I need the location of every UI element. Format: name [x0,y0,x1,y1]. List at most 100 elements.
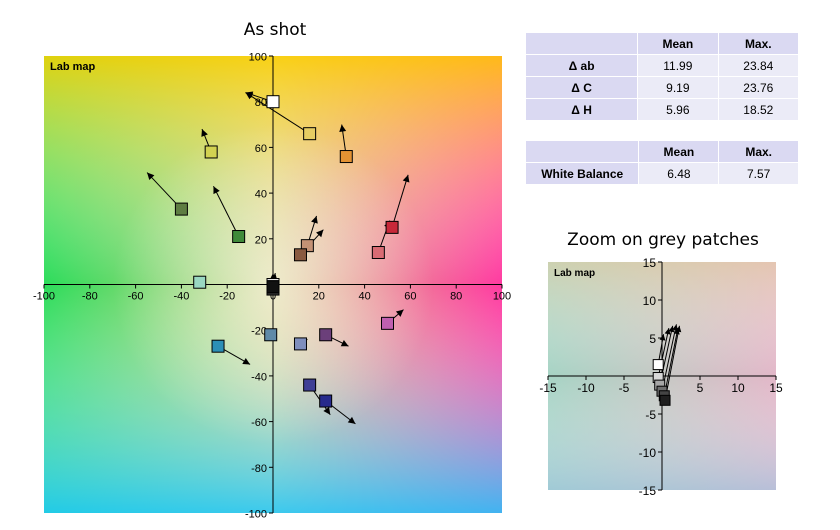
patch-group [652,359,671,406]
patch-square [319,394,333,408]
y-tick-label: -80 [251,463,267,475]
patch-square [652,359,664,371]
patch-arrowhead [659,334,666,341]
patch-arrowhead [402,174,410,183]
patch-square [339,150,353,164]
patch-square [266,280,280,294]
patch-arrowhead [213,186,220,195]
y-tick-label: 100 [249,52,267,64]
x-tick-label: 0 [270,291,276,303]
header-cell-mean: Mean [638,140,720,163]
header-cell-mean: Mean [637,32,719,55]
row-label-white-balance: White Balance [524,162,640,185]
patch-arrowhead [323,406,331,415]
patch-arrowhead [668,325,675,333]
patch-square [266,95,280,109]
patch-arrowhead [340,339,349,347]
y-tick-label: -100 [245,509,267,521]
x-tick-label: 20 [313,291,325,303]
table-header-row: Mean Max. [524,32,800,55]
y-tick-label: 20 [255,234,267,246]
x-tick-label: 10 [731,381,745,395]
header-cell-max: Max. [717,32,800,55]
patch-square [319,328,333,342]
x-tick-label: -5 [619,381,630,395]
patch-arrowhead [201,129,208,137]
x-tick-label: 60 [404,291,416,303]
x-tick-label: 5 [697,381,704,395]
x-tick-label: 100 [493,291,511,303]
table-row: Δ ab 11.99 23.84 [524,54,800,77]
x-tick-label: -10 [577,381,595,395]
patch-arrowhead [147,172,155,181]
x-tick-label: 15 [769,381,783,395]
plot-label: Lab map [554,268,595,279]
y-tick-label: -10 [639,446,657,460]
y-tick-label: 10 [643,294,657,308]
header-cell-empty [524,140,640,163]
patch-arrowhead [395,309,404,317]
white-balance-table: Mean Max. White Balance 6.48 7.57 [524,140,799,185]
patch-square [381,316,394,330]
cell-white-balance-max: 7.57 [718,162,799,185]
cell-delta-h-max: 18.52 [717,98,800,121]
patch-arrowhead [311,215,318,224]
cell-delta-ab-max: 23.84 [717,54,800,77]
y-tick-label: -60 [251,417,267,429]
y-tick-label: -40 [251,371,267,383]
y-tick-label: -15 [639,484,657,498]
delta-stats-table: Mean Max. Δ ab 11.99 23.84 Δ C 9.19 23.7… [524,32,800,121]
patch-arrowhead [347,416,356,424]
table-header-row: Mean Max. [524,140,799,163]
patch-square [211,339,225,353]
y-tick-label: 40 [255,189,267,201]
cell-delta-ab-mean: 11.99 [637,54,719,77]
patch-arrowhead [316,229,324,238]
plot-label: Lab map [50,61,96,73]
table-row: Δ H 5.96 18.52 [524,98,800,121]
patch-arrow [663,328,679,396]
patch-square [193,275,207,289]
table-row: Δ C 9.19 23.76 [524,76,800,99]
cell-delta-c-max: 23.76 [717,76,800,99]
chart-main: Lab map -100 -80 -60 -40 -20 0 20 40 60 80 100 -100 -… [33,52,511,521]
x-tick-label: 80 [450,291,462,303]
x-tick-label: -15 [539,381,557,395]
patch-square [232,230,246,244]
main-chart-title: As shot [243,20,307,40]
x-tick-label: -60 [128,291,144,303]
patch-arrowhead [245,92,254,100]
cell-white-balance-mean: 6.48 [638,162,720,185]
patch-arrowhead [242,357,251,365]
patch-arrow [213,186,240,237]
header-cell-empty [524,32,639,55]
cell-delta-h-mean: 5.96 [637,98,719,121]
y-tick-label: -5 [645,408,656,422]
patch-arrowhead [672,324,679,331]
patch-square [385,220,399,234]
zoom-chart-title: Zoom on grey patches [567,230,759,250]
x-tick-label: -80 [82,291,98,303]
y-tick-label: 5 [649,332,656,346]
table-row: White Balance 6.48 7.57 [524,162,799,185]
patch-square [303,127,317,141]
patch-group [174,95,399,408]
patch-square [264,328,278,342]
x-tick-label: 40 [358,291,370,303]
y-tick-label: -20 [251,326,267,338]
patch-square [174,202,188,216]
x-tick-label: -100 [33,291,55,303]
y-tick-label: 60 [255,143,267,155]
x-tick-label: -40 [173,291,189,303]
patch-square [204,145,218,159]
patch-square [293,337,307,351]
patch-square [303,378,317,392]
patch-arrow [245,92,310,135]
patch-square [371,246,385,260]
patch-arrow [391,174,409,228]
patch-square [293,248,307,262]
patch-square [659,394,671,406]
row-label-delta-h: Δ H [524,98,639,121]
